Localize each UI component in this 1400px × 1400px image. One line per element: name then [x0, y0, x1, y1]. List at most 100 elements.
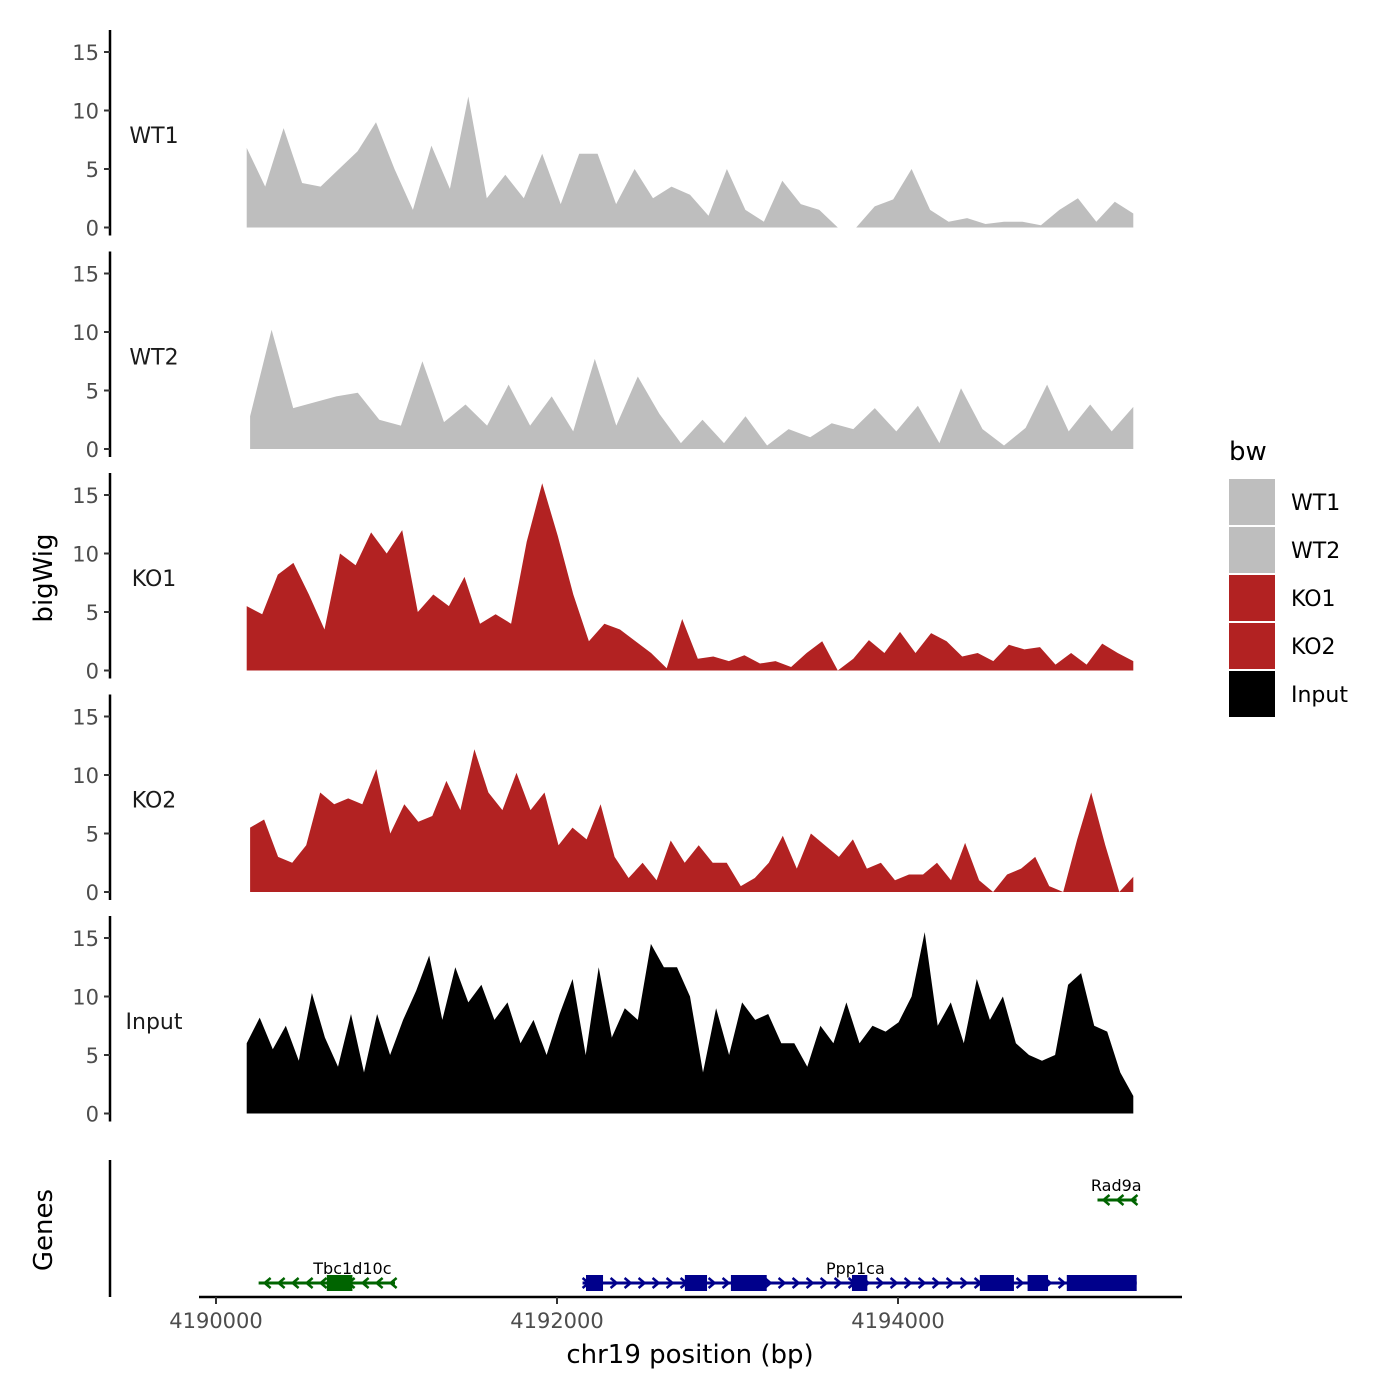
y-tick-label: 5: [86, 158, 99, 182]
y-tick-label: 5: [86, 601, 99, 625]
track-ko1: 0 5 10 15 KO1: [72, 473, 1134, 684]
strand-arrow: [304, 1277, 314, 1289]
legend-item-input: Input: [1229, 671, 1348, 717]
strand-arrow: [1129, 1194, 1139, 1206]
y-tick-label: 10: [72, 543, 99, 567]
y-tick-label: 0: [86, 1103, 99, 1127]
y-tick-label: 15: [72, 927, 99, 951]
strand-arrow: [374, 1277, 384, 1289]
strand-arrow: [290, 1277, 300, 1289]
x-tick-label: 4194000: [851, 1309, 945, 1333]
y-tick-label: 0: [86, 217, 99, 241]
strand-arrow: [623, 1277, 633, 1289]
y-axis-title: bigWig: [29, 533, 59, 622]
gene-rad9a: Rad9a: [1091, 1176, 1142, 1206]
track-label-wt2: WT2: [129, 346, 178, 371]
strand-arrow: [318, 1277, 328, 1289]
gene-tbc1d10c: Tbc1d10c: [258, 1259, 398, 1291]
legend-swatch: [1229, 527, 1275, 573]
gene-exon: [585, 1275, 604, 1291]
track-label-input: Input: [126, 1010, 183, 1035]
strand-arrow: [1101, 1194, 1111, 1206]
gene-label-tbc1d10c: Tbc1d10c: [312, 1259, 391, 1278]
y-tick-label: 15: [72, 263, 99, 287]
legend-label: KO1: [1291, 587, 1336, 612]
y-tick-label: 10: [72, 764, 99, 788]
track-label-ko1: KO1: [132, 567, 177, 592]
strand-arrow: [777, 1277, 787, 1289]
strand-arrow: [388, 1277, 398, 1289]
strand-arrow: [360, 1277, 370, 1289]
legend-title: bw: [1229, 437, 1267, 467]
strand-arrow: [833, 1277, 843, 1289]
gene-exon: [730, 1275, 767, 1291]
tracks-layer: 0 5 10 15 WT1 0 5 10 15 WT2 0 5 10 15 KO1 0 5 10 15 KO2 0 5 10…: [72, 30, 1134, 1127]
strand-arrow: [1015, 1277, 1025, 1289]
legend-item-ko2: KO2: [1229, 623, 1336, 669]
gene-label-rad9a: Rad9a: [1091, 1176, 1142, 1195]
strand-arrow: [637, 1277, 647, 1289]
strand-arrow: [945, 1277, 955, 1289]
legend-label: Input: [1291, 683, 1348, 708]
strand-arrow: [819, 1277, 829, 1289]
y-tick-label: 10: [72, 321, 99, 345]
y-tick-label: 10: [72, 100, 99, 124]
y-tick-label: 0: [86, 660, 99, 684]
track-label-wt1: WT1: [129, 124, 178, 149]
y-tick-label: 5: [86, 380, 99, 404]
strand-arrow: [889, 1277, 899, 1289]
y-tick-label: 0: [86, 881, 99, 905]
coverage-area-input: [246, 932, 1134, 1114]
gene-exon: [1027, 1275, 1049, 1291]
legend-swatch: [1229, 623, 1275, 669]
coverage-area-ko1: [246, 483, 1134, 671]
strand-arrow: [805, 1277, 815, 1289]
legend-swatch: [1229, 575, 1275, 621]
x-axis: 4190000 4192000 4194000: [169, 1295, 1182, 1333]
gene-label-ppp1ca: Ppp1ca: [826, 1259, 885, 1278]
coverage-area-ko2: [250, 749, 1134, 892]
y-tick-label: 10: [72, 986, 99, 1010]
track-wt1: 0 5 10 15 WT1: [72, 30, 1134, 241]
gene-exon: [326, 1275, 353, 1291]
legend-swatch: [1229, 479, 1275, 525]
strand-arrow: [665, 1277, 675, 1289]
gene-exon: [851, 1275, 868, 1291]
legend-label: KO2: [1291, 635, 1336, 660]
x-tick-label: 4192000: [510, 1309, 604, 1333]
y-tick-label: 15: [72, 706, 99, 730]
genes-panel-title: Genes: [29, 1189, 59, 1271]
strand-arrow: [721, 1277, 731, 1289]
y-tick-label: 5: [86, 1044, 99, 1068]
strand-arrow: [1115, 1194, 1125, 1206]
genes-layer: Tbc1d10c Ppp1ca Rad9a: [108, 1160, 1142, 1297]
gene-exon: [1066, 1275, 1137, 1291]
track-input: 0 5 10 15 Input: [72, 916, 1134, 1127]
y-tick-label: 0: [86, 438, 99, 462]
strand-arrow: [917, 1277, 927, 1289]
legend-item-ko1: KO1: [1229, 575, 1336, 621]
strand-arrow: [1057, 1277, 1067, 1289]
strand-arrow: [931, 1277, 941, 1289]
legend-item-wt2: WT2: [1229, 527, 1340, 573]
strand-arrow: [707, 1277, 717, 1289]
legend-swatch: [1229, 671, 1275, 717]
y-tick-label: 15: [72, 484, 99, 508]
coverage-area-wt2: [250, 329, 1134, 449]
legend-label: WT1: [1291, 491, 1340, 516]
strand-arrow: [651, 1277, 661, 1289]
strand-arrow: [959, 1277, 969, 1289]
legend-label: WT2: [1291, 539, 1340, 564]
strand-arrow: [276, 1277, 286, 1289]
gene-exon: [979, 1275, 1014, 1291]
x-axis-title: chr19 position (bp): [566, 1340, 813, 1370]
track-ko2: 0 5 10 15 KO2: [72, 694, 1134, 905]
coverage-area-wt1: [246, 96, 1134, 228]
strand-arrow: [875, 1277, 885, 1289]
strand-arrow: [262, 1277, 272, 1289]
gene-exon: [684, 1275, 708, 1291]
y-tick-label: 5: [86, 823, 99, 847]
x-tick-label: 4190000: [169, 1309, 263, 1333]
legend-item-wt1: WT1: [1229, 479, 1340, 525]
